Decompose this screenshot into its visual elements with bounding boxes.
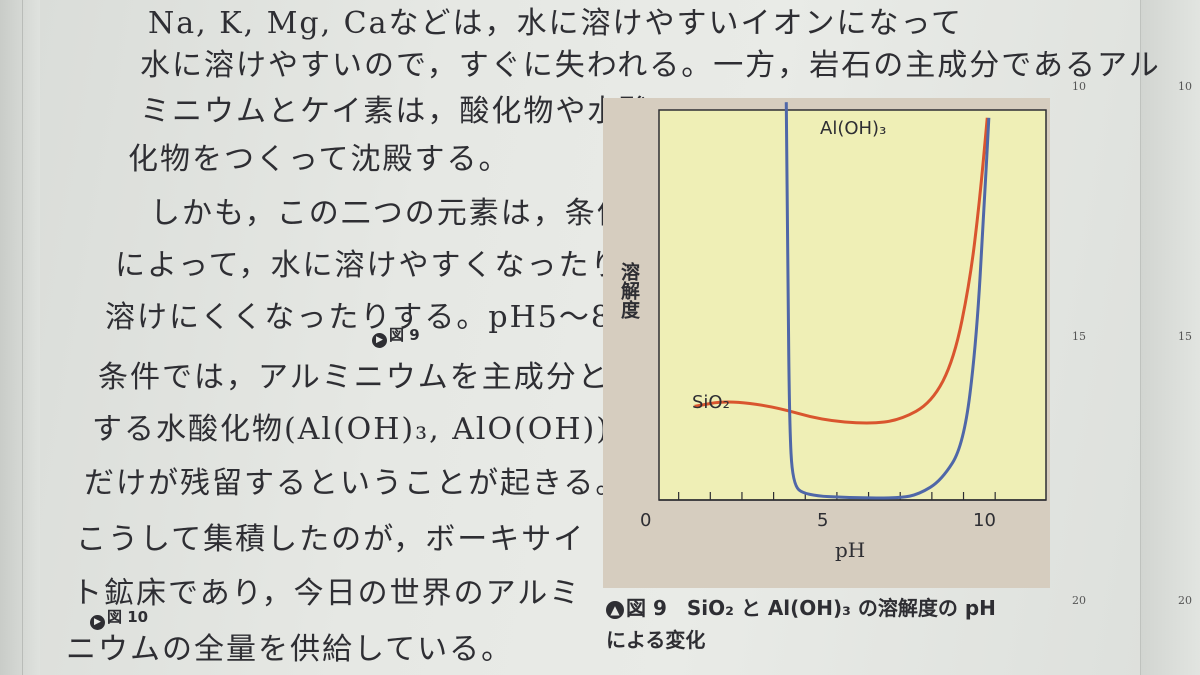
- margin-line-number: 10: [1072, 80, 1086, 93]
- right-page-line-number: 15: [1178, 330, 1192, 343]
- book-gutter: [0, 0, 40, 675]
- right-page-line-number: 10: [1178, 80, 1192, 93]
- body-line-9: する水酸化物(Al(OH)₃, AlO(OH)): [92, 412, 610, 447]
- body-line-5: しかも，この二つの元素は，条件: [150, 196, 629, 231]
- x-tick-label-10: 10: [973, 510, 996, 531]
- arrow-icon: ▶: [372, 333, 387, 348]
- body-line-7: 溶けにくくなったりする。pH5～8の: [105, 300, 644, 335]
- body-line-1: Na, K, Mg, Caなどは，水に溶けやすいイオンになって: [148, 6, 964, 41]
- body-line-2: 水に溶けやすいので，すぐに失われる。一方，岩石の主成分であるアル: [140, 48, 1161, 83]
- figure-caption: ▲ 図 9 SiO₂ と Al(OH)₃ の溶解度の pH による変化: [606, 592, 996, 656]
- margin-line-number: 20: [1072, 594, 1086, 607]
- series-label-aloh3: Al(OH)₃: [820, 118, 887, 139]
- figure-9-ref-label: 図 9: [389, 326, 420, 344]
- body-line-13: ニウムの全量を供給している。: [66, 632, 514, 667]
- body-line-10: だけが残留するということが起きる。: [84, 466, 628, 501]
- solubility-chart: [658, 102, 1047, 501]
- series-layer: [694, 102, 991, 500]
- y-axis-label: 溶解度: [618, 262, 640, 319]
- x-tick-label-0: 0: [640, 510, 652, 531]
- series-label-sio2: SiO₂: [692, 392, 730, 413]
- body-line-12: ト鉱床であり，今日の世界のアルミ: [72, 576, 582, 611]
- caption-line-1: ▲ 図 9 SiO₂ と Al(OH)₃ の溶解度の pH: [606, 592, 996, 624]
- figure-10-ref-label: 図 10: [107, 608, 149, 626]
- margin-line-number: 15: [1072, 330, 1086, 343]
- x-axis-label: pH: [835, 538, 866, 562]
- right-page-line-number: 20: [1178, 594, 1192, 607]
- body-line-8: 条件では，アルミニウムを主成分と: [98, 360, 610, 395]
- figure-9-reference[interactable]: ▶ 図 9: [372, 324, 420, 348]
- arrow-icon: ▶: [90, 615, 105, 630]
- body-line-3: ミニウムとケイ素は，酸化物や水酸: [140, 94, 652, 129]
- body-line-11: こうして集積したのが，ボーキサイ: [76, 522, 586, 557]
- body-line-4: 化物をつくって沈殿する。: [128, 142, 511, 177]
- gutter-line: [22, 0, 23, 675]
- body-line-6: によって，水に溶けやすくなったり，: [115, 248, 653, 283]
- x-tick-label-5: 5: [817, 510, 829, 531]
- caption-text-1: 図 9 SiO₂ と Al(OH)₃ の溶解度の pH: [626, 596, 996, 620]
- series-line-sio2: [694, 117, 989, 425]
- figure-arrow-icon: ▲: [606, 601, 624, 619]
- figure-10-reference[interactable]: ▶ 図 10: [90, 606, 148, 630]
- next-page-edge: [1140, 0, 1200, 675]
- plot-area: [658, 109, 1047, 501]
- series-line-aloh3: [784, 102, 991, 500]
- caption-line-2: による変化: [606, 628, 706, 652]
